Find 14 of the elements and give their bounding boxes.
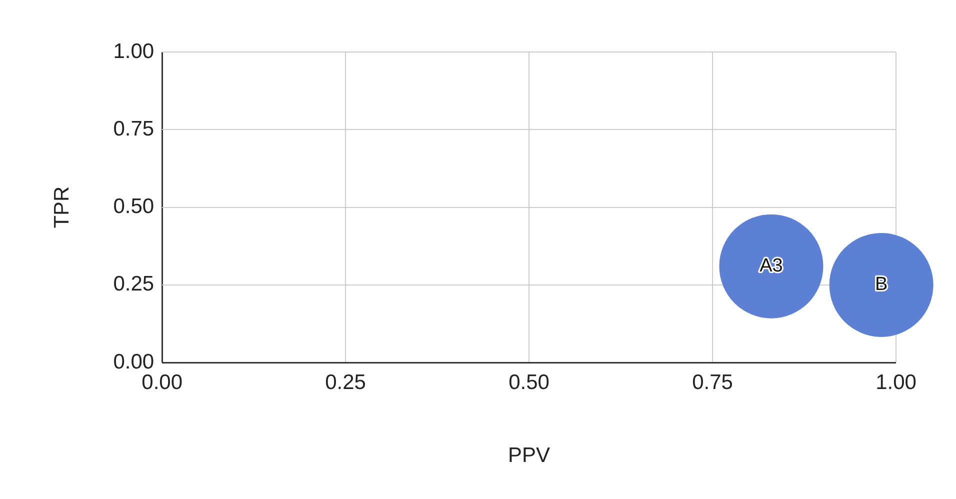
x-tick-label: 1.00 [876,370,916,394]
x-tick-label: 0.75 [692,370,733,394]
x-tick-label: 0.50 [508,370,550,394]
x-tick-label: 0.00 [142,370,183,394]
y-axis-title: TPR [50,186,74,228]
y-tick-label: 0.50 [113,195,154,218]
y-tick-label: 0.25 [113,272,154,296]
x-tick-label: 0.25 [325,370,366,394]
y-tick-label: 1.00 [113,40,154,63]
x-axis-title: PPV [508,444,550,468]
series-label: A3 [760,256,783,277]
y-tick-label: 0.75 [113,117,154,140]
series-label: B [874,274,888,296]
y-tick-label: 0.00 [113,350,154,374]
